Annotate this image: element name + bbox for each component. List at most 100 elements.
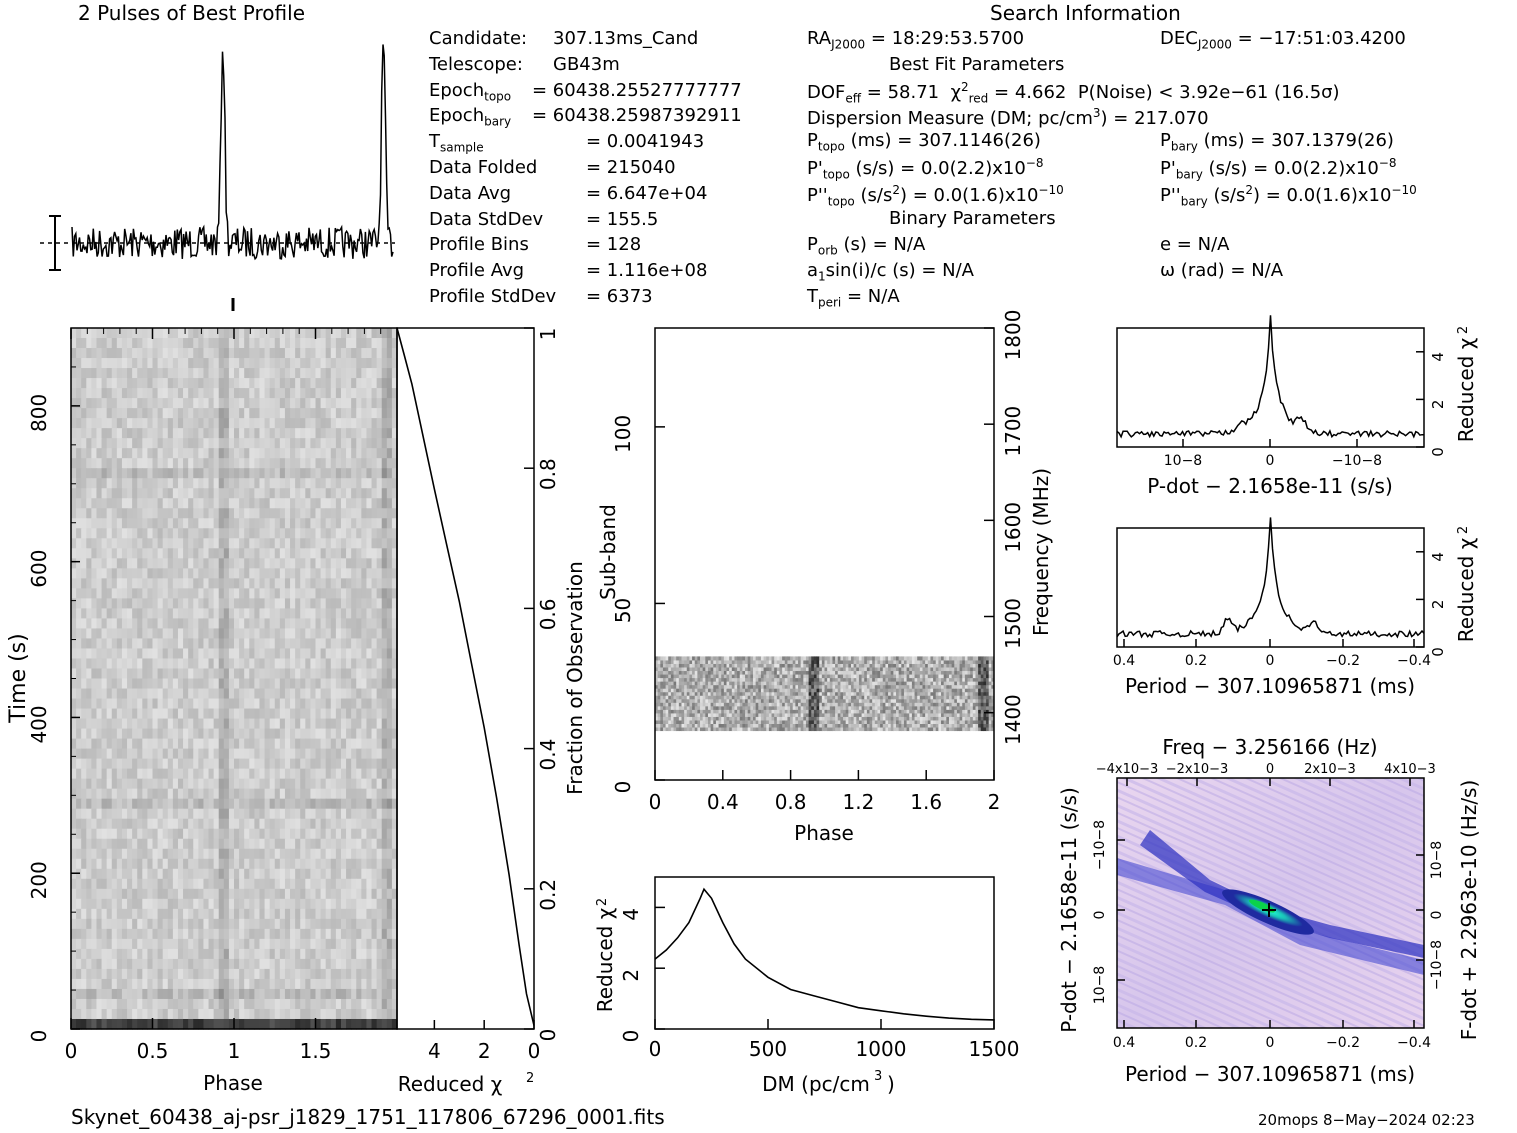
time-phase-cell (244, 848, 250, 860)
time-phase-cell (96, 818, 103, 830)
time-phase-cell (325, 868, 332, 880)
time-phase-cell (366, 638, 373, 650)
time-phase-cell (325, 748, 332, 760)
time-phase-cell (356, 548, 362, 559)
time-phase-cell (152, 968, 159, 980)
time-phase-cell (234, 478, 240, 489)
time-phase-cell (335, 648, 342, 660)
time-phase-cell (147, 498, 154, 509)
time-phase-cell (177, 568, 184, 579)
time-phase-cell (111, 978, 118, 990)
time-phase-cell (177, 388, 184, 399)
time-phase-cell (86, 948, 92, 960)
time-phase-cell (300, 608, 306, 620)
time-phase-cell (269, 988, 276, 1000)
time-phase-cell (71, 368, 77, 379)
time-phase-cell (188, 608, 194, 620)
time-phase-cell (213, 858, 220, 870)
subband-cell (731, 719, 735, 724)
time-phase-cell (234, 868, 240, 880)
time-phase-cell (269, 928, 276, 940)
time-phase-cell (269, 968, 276, 980)
time-phase-cell (340, 458, 347, 469)
time-phase-cell (116, 818, 123, 830)
time-phase-cell (366, 568, 373, 579)
time-phase-cell (177, 828, 184, 840)
time-phase-cell (371, 838, 378, 850)
time-phase-cell (330, 498, 337, 509)
time-phase-cell (284, 548, 291, 559)
time-phase-cell (218, 918, 225, 930)
time-phase-cell (188, 578, 194, 589)
time-phase-cell (239, 678, 245, 690)
time-phase-cell (361, 588, 368, 599)
time-phase-cell (264, 728, 271, 740)
time-phase-cell (132, 518, 138, 529)
time-phase-cell (116, 718, 123, 730)
time-phase-cell (310, 558, 317, 569)
time-phase-cell (213, 498, 220, 509)
time-phase-cell (223, 408, 230, 419)
time-phase-cell (71, 528, 77, 539)
time-phase-cell (101, 668, 108, 680)
time-phase-cell (325, 328, 332, 339)
time-phase-cell (127, 568, 133, 579)
time-phase-cell (193, 888, 199, 900)
time-phase-cell (142, 368, 148, 379)
time-phase-cell (386, 488, 393, 499)
time-phase-cell (381, 468, 388, 479)
time-phase-cell (203, 808, 210, 820)
time-phase-cell (213, 518, 220, 529)
time-phase-cell (198, 758, 205, 770)
time-phase-cell (279, 798, 286, 810)
time-phase-cell (132, 568, 138, 579)
time-phase-cell (325, 638, 332, 650)
time-phase-cell (361, 808, 368, 820)
time-phase-cell (361, 908, 368, 920)
subband-cell (962, 723, 966, 728)
subband-cell (779, 719, 783, 724)
time-phase-cell (223, 708, 230, 720)
time-phase-cell (376, 438, 383, 449)
time-phase-cell (254, 538, 261, 549)
subband-cell (906, 727, 910, 732)
time-phase-cell (208, 988, 215, 1000)
time-phase-cell (259, 858, 266, 870)
time-phase-cell (162, 558, 169, 569)
time-phase-cell (106, 588, 113, 599)
time-phase-cell (371, 548, 378, 559)
time-phase-cell (96, 578, 103, 589)
time-phase-cell (91, 678, 98, 690)
time-phase-cell (101, 468, 108, 479)
time-phase-cell (386, 378, 393, 389)
time-phase-cell (223, 858, 230, 870)
time-phase-cell (346, 748, 352, 760)
time-phase-cell (371, 908, 378, 920)
time-phase-cell (340, 568, 347, 579)
time-phase-cell (366, 778, 373, 790)
time-phase-cell (188, 398, 194, 409)
time-phase-cell (315, 438, 322, 449)
time-phase-cell (137, 958, 143, 970)
time-phase-cell (147, 788, 154, 800)
time-tick-label: 200 (27, 861, 51, 899)
time-phase-cell (127, 348, 133, 359)
time-phase-cell (356, 998, 362, 1010)
time-phase-cell (366, 878, 373, 890)
time-phase-cell (152, 448, 159, 459)
time-phase-cell (351, 328, 357, 339)
time-phase-cell (137, 428, 143, 439)
time-phase-cell (290, 528, 296, 539)
time-phase-cell (96, 998, 103, 1010)
time-phase-cell (254, 638, 261, 650)
time-phase-cell (116, 578, 123, 589)
subband-cell (662, 727, 667, 732)
time-phase-cell (315, 968, 322, 980)
time-phase-cell (157, 778, 164, 790)
time-phase-cell (157, 418, 164, 429)
time-phase-cell (213, 848, 220, 860)
time-phase-cell (147, 518, 154, 529)
time-phase-cell (284, 478, 291, 489)
time-phase-cell (96, 798, 103, 810)
time-phase-cell (244, 928, 250, 940)
